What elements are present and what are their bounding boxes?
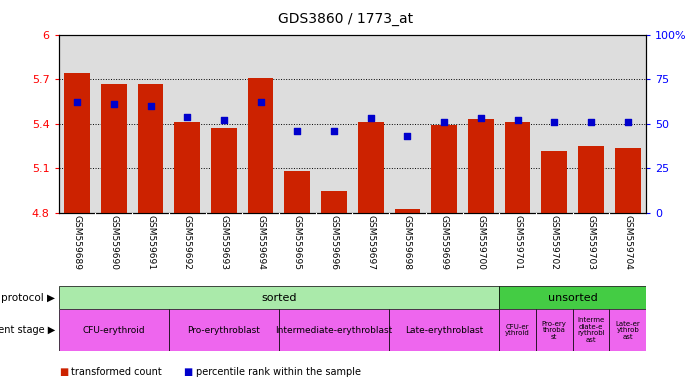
Point (622, 119, 633, 125)
Bar (358, 122, 384, 213)
Bar (578, 146, 604, 213)
Bar (542, 151, 567, 213)
Point (585, 119, 596, 125)
Text: GSM559695: GSM559695 (293, 215, 302, 270)
Point (72, 99, 83, 106)
Text: transformed count: transformed count (71, 367, 162, 377)
Bar (174, 122, 200, 213)
Point (328, 128, 339, 134)
Text: GSM559692: GSM559692 (182, 215, 191, 270)
Text: unsorted: unsorted (548, 293, 598, 303)
Text: Pro-erythroblast: Pro-erythroblast (187, 326, 261, 335)
Text: GSM559693: GSM559693 (220, 215, 229, 270)
Text: GSM559697: GSM559697 (366, 215, 375, 270)
Text: GSM559699: GSM559699 (439, 215, 448, 270)
Text: protocol ▶: protocol ▶ (1, 293, 55, 303)
Bar (321, 191, 347, 213)
Point (549, 119, 560, 125)
Text: GDS3860 / 1773_at: GDS3860 / 1773_at (278, 12, 413, 25)
Text: Interme
diate-e
rythrobl
ast: Interme diate-e rythrobl ast (577, 318, 605, 343)
Point (255, 99, 266, 106)
Point (475, 116, 486, 122)
Bar (64, 73, 90, 213)
Bar (279, 309, 389, 351)
Text: GSM559701: GSM559701 (513, 215, 522, 270)
Bar (615, 147, 641, 213)
Text: GSM559690: GSM559690 (109, 215, 118, 270)
Bar (573, 309, 609, 351)
Bar (101, 84, 126, 213)
Bar (504, 122, 531, 213)
Point (292, 128, 303, 134)
Text: GSM559694: GSM559694 (256, 215, 265, 270)
Point (108, 101, 120, 107)
Text: GSM559702: GSM559702 (550, 215, 559, 270)
Bar (499, 286, 646, 309)
Bar (431, 125, 457, 213)
Bar (499, 309, 536, 351)
Text: GSM559704: GSM559704 (623, 215, 632, 270)
Text: CFU-erythroid: CFU-erythroid (82, 326, 145, 335)
Text: GSM559696: GSM559696 (330, 215, 339, 270)
Bar (468, 119, 494, 213)
Bar (536, 309, 573, 351)
Point (145, 103, 156, 109)
Text: GSM559689: GSM559689 (73, 215, 82, 270)
Text: Late-erythroblast: Late-erythroblast (405, 326, 483, 335)
Text: ■: ■ (59, 367, 68, 377)
Text: percentile rank within the sample: percentile rank within the sample (196, 367, 361, 377)
Bar (211, 128, 237, 213)
Text: Late-er
ythrob
ast: Late-er ythrob ast (616, 321, 640, 340)
Point (366, 116, 377, 122)
Point (402, 133, 413, 139)
Text: sorted: sorted (261, 293, 296, 303)
Point (218, 117, 229, 123)
Bar (138, 84, 163, 213)
Point (182, 114, 193, 120)
Point (512, 117, 523, 123)
Text: Pro-ery
throba
st: Pro-ery throba st (542, 321, 567, 340)
Text: GSM559698: GSM559698 (403, 215, 412, 270)
Bar (59, 286, 499, 309)
Bar (609, 309, 646, 351)
Text: Intermediate-erythroblast: Intermediate-erythroblast (276, 326, 392, 335)
Text: GSM559691: GSM559691 (146, 215, 155, 270)
Bar (248, 78, 274, 213)
Point (439, 119, 450, 125)
Text: GSM559703: GSM559703 (587, 215, 596, 270)
Text: CFU-er
ythroid: CFU-er ythroid (505, 324, 530, 336)
Bar (59, 309, 169, 351)
Text: GSM559700: GSM559700 (476, 215, 485, 270)
Text: development stage ▶: development stage ▶ (0, 325, 55, 335)
Bar (389, 309, 499, 351)
Text: ■: ■ (183, 367, 192, 377)
Bar (285, 171, 310, 213)
Bar (169, 309, 279, 351)
Bar (395, 209, 420, 213)
